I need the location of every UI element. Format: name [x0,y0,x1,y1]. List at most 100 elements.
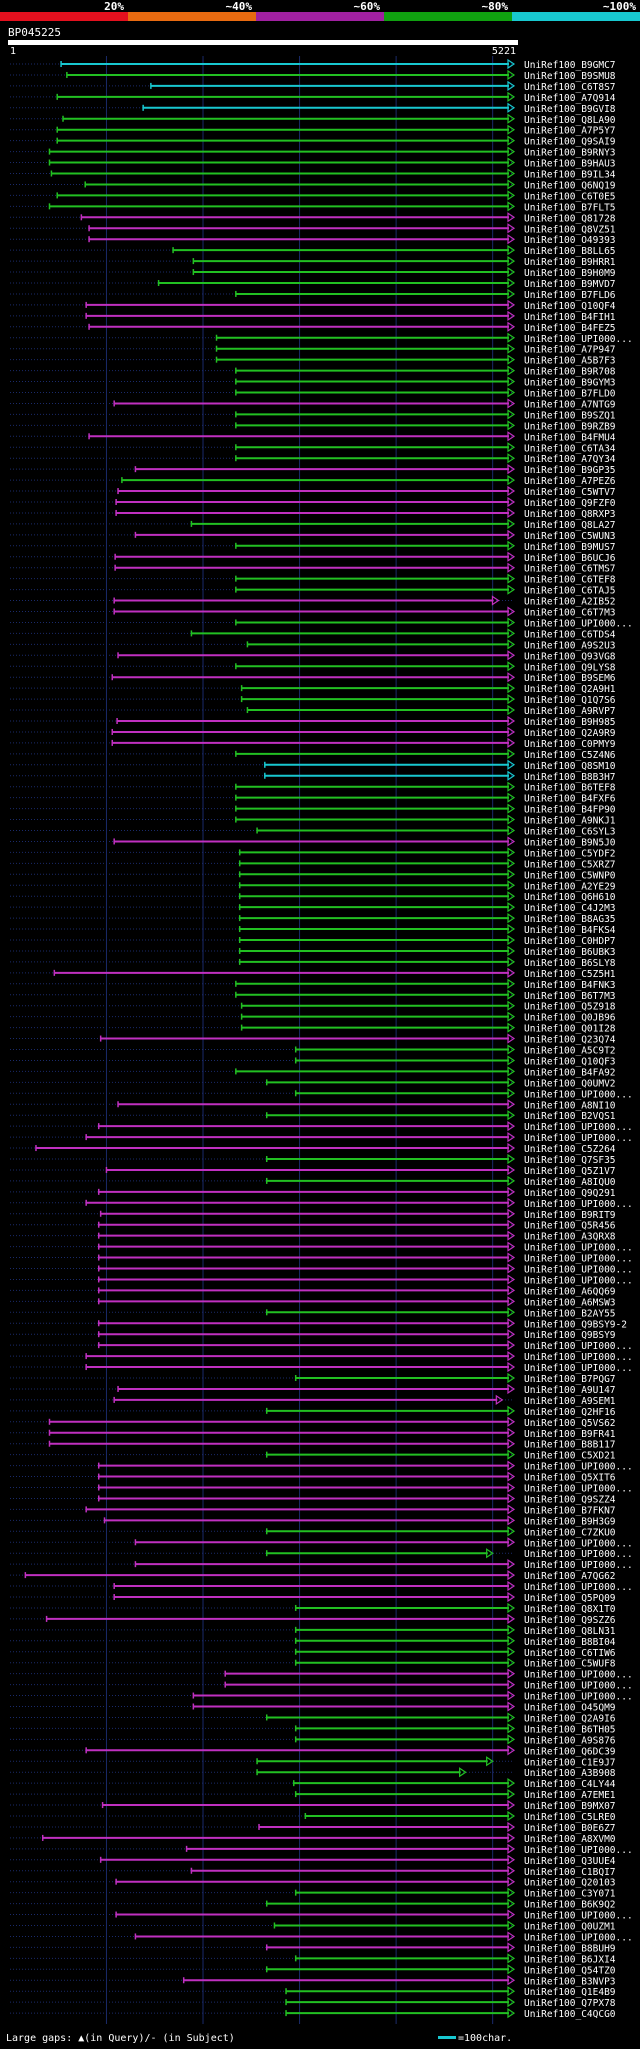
hit-label[interactable]: UniRef100_UPI000... [524,334,633,345]
hit-row[interactable]: UniRef100_B9SZQ1 [10,409,616,421]
hit-label[interactable]: UniRef100_Q5R456 [524,1221,616,1232]
hit-label[interactable]: UniRef100_A8NI10 [524,1100,616,1111]
hit-row[interactable]: UniRef100_Q9BSY9 [10,1329,616,1341]
hit-label[interactable]: UniRef100_B7FLD0 [524,389,616,400]
hit-label[interactable]: UniRef100_Q7PX78 [524,1998,616,2009]
hit-label[interactable]: UniRef100_C5Z5H1 [524,969,616,980]
hit-row[interactable]: UniRef100_C6TEF8 [10,573,616,586]
hit-row[interactable]: UniRef100_Q8X1T0 [10,1602,616,1615]
hit-label[interactable]: UniRef100_A7NTG9 [524,399,616,410]
hit-label[interactable]: UniRef100_UPI000... [524,1911,633,1922]
hit-label[interactable]: UniRef100_Q5VS62 [524,1418,616,1429]
hit-row[interactable]: UniRef100_B8AG35 [10,912,616,925]
hit-label[interactable]: UniRef100_C6TDS4 [524,629,616,640]
hit-label[interactable]: UniRef100_C4QCG0 [524,2009,616,2020]
hit-row[interactable]: UniRef100_Q8VZ51 [10,223,616,235]
hit-label[interactable]: UniRef100_UPI000... [524,1341,633,1352]
hit-label[interactable]: UniRef100_Q10QF4 [524,301,616,312]
hit-row[interactable]: UniRef100_Q8LA90 [10,113,616,126]
hit-row[interactable]: UniRef100_Q01I28 [10,1022,616,1035]
hit-label[interactable]: UniRef100_Q2A9H1 [524,684,616,695]
hit-row[interactable]: UniRef100_UPI000... [10,1548,633,1560]
hit-label[interactable]: UniRef100_B9MX07 [524,1801,616,1812]
hit-row[interactable]: UniRef100_B7FLD6 [10,288,616,301]
hit-row[interactable]: UniRef100_C4LY44 [10,1778,616,1790]
hit-label[interactable]: UniRef100_A7P5Y7 [524,126,616,137]
hit-label[interactable]: UniRef100_UPI000... [524,1582,633,1593]
hit-row[interactable]: UniRef100_A6MSW3 [10,1296,616,1308]
hit-label[interactable]: UniRef100_UPI000... [524,1462,633,1473]
hit-label[interactable]: UniRef100_Q9SAI9 [524,137,616,148]
hit-label[interactable]: UniRef100_Q54TZ0 [524,1965,616,1976]
hit-row[interactable]: UniRef100_B8LL65 [10,245,616,257]
hit-row[interactable]: UniRef100_C5LRE0 [10,1810,616,1823]
hit-row[interactable]: UniRef100_B4FNK3 [10,978,616,991]
hit-row[interactable]: UniRef100_B4FXF6 [10,792,616,805]
hit-label[interactable]: UniRef100_UPI000... [524,1254,633,1265]
hit-row[interactable]: UniRef100_C6SYL3 [10,825,616,838]
hit-label[interactable]: UniRef100_A5C9T2 [524,1046,616,1057]
hit-label[interactable]: UniRef100_Q9SZZ4 [524,1494,616,1505]
hit-row[interactable]: UniRef100_C6TDS4 [10,628,616,640]
hit-label[interactable]: UniRef100_UPI000... [524,1122,633,1133]
hit-label[interactable]: UniRef100_Q8LN31 [524,1626,616,1637]
hit-label[interactable]: UniRef100_C4LY44 [524,1779,616,1790]
hit-label[interactable]: UniRef100_Q93VG8 [524,651,616,662]
hit-row[interactable]: UniRef100_UPI000... [10,1482,633,1495]
hit-label[interactable]: UniRef100_A8XVM0 [524,1834,616,1845]
hit-label[interactable]: UniRef100_B4FXF6 [524,794,616,805]
hit-row[interactable]: UniRef100_C0PMY9 [10,737,616,750]
hit-label[interactable]: UniRef100_A9NKJ1 [524,816,616,827]
hit-row[interactable]: UniRef100_B9H3G9 [10,1515,616,1527]
hit-row[interactable]: UniRef100_C6TAJ5 [10,584,616,597]
hit-row[interactable]: UniRef100_B9RIT9 [10,1208,616,1221]
hit-row[interactable]: UniRef100_B8BI04 [10,1635,616,1648]
hit-label[interactable]: UniRef100_UPI000... [524,1681,633,1692]
hit-label[interactable]: UniRef100_A7P947 [524,345,616,356]
hit-label[interactable]: UniRef100_C6TMS7 [524,564,616,575]
hit-row[interactable]: UniRef100_Q9BSY9-2 [10,1318,627,1330]
hit-row[interactable]: UniRef100_C6T0E5 [10,190,616,202]
hit-label[interactable]: UniRef100_Q0UMV2 [524,1078,616,1089]
hit-row[interactable]: UniRef100_B6SLY8 [10,956,616,969]
hit-label[interactable]: UniRef100_A6MSW3 [524,1297,616,1308]
hit-row[interactable]: UniRef100_B9GMC7 [10,58,616,71]
hit-row[interactable]: UniRef100_Q20103 [10,1876,616,1889]
hit-row[interactable]: UniRef100_B9SEM6 [10,672,616,684]
hit-label[interactable]: UniRef100_B9H3G9 [524,1516,616,1527]
hit-row[interactable]: UniRef100_C6TMS7 [10,562,616,575]
hit-label[interactable]: UniRef100_B4FEZ5 [524,323,616,334]
hit-row[interactable]: UniRef100_UPI000... [10,332,633,345]
hit-row[interactable]: UniRef100_B9H0M9 [10,266,616,279]
hit-label[interactable]: UniRef100_Q5Z918 [524,1002,616,1013]
hit-row[interactable]: UniRef100_A7QY34 [10,453,616,465]
hit-row[interactable]: UniRef100_B6K9Q2 [10,1898,616,1911]
hit-row[interactable]: UniRef100_C5XD21 [10,1449,616,1462]
hit-row[interactable]: UniRef100_C4QCG0 [10,2007,616,2020]
hit-label[interactable]: UniRef100_B3NVP3 [524,1976,616,1987]
hit-row[interactable]: UniRef100_A7P5Y7 [10,124,616,137]
hit-label[interactable]: UniRef100_B9RNY3 [524,148,616,159]
hit-label[interactable]: UniRef100_Q81728 [524,213,616,224]
hit-label[interactable]: UniRef100_UPI000... [524,1932,633,1943]
hit-row[interactable]: UniRef100_B6JXI4 [10,1953,616,1965]
hit-row[interactable]: UniRef100_C4J2M3 [10,902,616,914]
hit-label[interactable]: UniRef100_C6T8S7 [524,82,616,93]
hit-row[interactable]: UniRef100_Q9SZZ4 [10,1493,616,1505]
hit-label[interactable]: UniRef100_B2VQS1 [524,1111,616,1122]
hit-row[interactable]: UniRef100_B3NVP3 [10,1975,616,1987]
hit-label[interactable]: UniRef100_UPI000... [524,1845,633,1856]
hit-label[interactable]: UniRef100_Q9LYS8 [524,662,616,673]
hit-label[interactable]: UniRef100_Q5XIT6 [524,1473,616,1484]
hit-label[interactable]: UniRef100_Q5Z1V7 [524,1166,616,1177]
hit-row[interactable]: UniRef100_B4FIH1 [10,310,616,323]
hit-row[interactable]: UniRef100_UPI000... [10,1241,633,1254]
hit-row[interactable]: UniRef100_A5C9T2 [10,1044,616,1057]
hit-row[interactable]: UniRef100_B9MX07 [10,1799,616,1812]
hit-label[interactable]: UniRef100_C1E9J7 [524,1757,616,1768]
hit-label[interactable]: UniRef100_UPI000... [524,618,633,629]
hit-label[interactable]: UniRef100_Q01I28 [524,1024,616,1035]
hit-label[interactable]: UniRef100_C6T0E5 [524,191,616,202]
hit-label[interactable]: UniRef100_C5WNP0 [524,870,616,881]
hit-label[interactable]: UniRef100_UPI000... [524,1352,633,1363]
